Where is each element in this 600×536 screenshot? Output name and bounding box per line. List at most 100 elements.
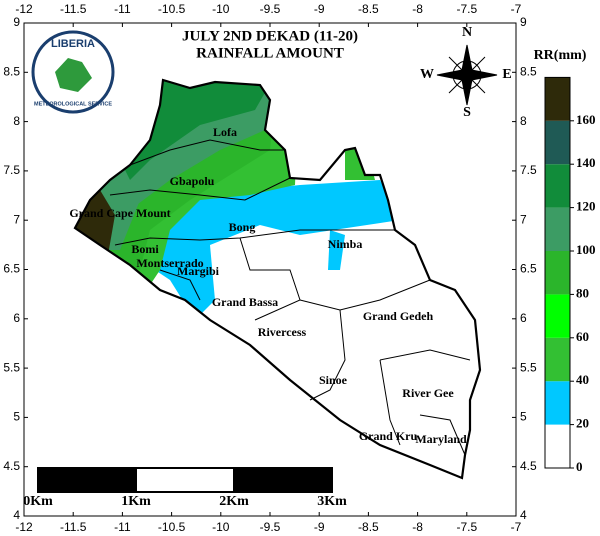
- region-label: Grand Gedeh: [363, 309, 434, 323]
- lat-tick-label: 6.5: [520, 262, 537, 276]
- legend-swatch: [545, 294, 570, 338]
- region-label: Gbapolu: [170, 174, 215, 188]
- lat-tick-label: 5: [520, 410, 527, 424]
- lon-tick-label: -7: [511, 520, 522, 534]
- lon-tick-label: -12: [15, 2, 33, 16]
- field-20-40: [328, 230, 345, 270]
- lat-tick-label: 6.5: [3, 262, 20, 276]
- axis-ticks: -12 -12 -11.5 -11.5 -11 -11 -10.5 -10.5 -10 -10 -9…: [3, 2, 537, 534]
- lon-tick-label: -9.5: [260, 2, 281, 16]
- region-label: Bomi: [131, 242, 159, 256]
- compass-n: N: [462, 25, 472, 40]
- region-label: River Gee: [402, 386, 454, 400]
- region-label: Bong: [229, 220, 256, 234]
- lon-tick-label: -10: [212, 2, 230, 16]
- title-line: JULY 2ND DEKAD (11-20): [182, 28, 358, 44]
- compass-ring: [452, 60, 482, 90]
- lon-tick-label: -11.5: [60, 520, 87, 534]
- legend-tick-label: 0: [576, 459, 583, 474]
- lon-tick-label: -10.5: [158, 2, 186, 16]
- lat-tick-label: 4: [520, 508, 527, 522]
- region-label: Margibi: [177, 264, 220, 278]
- legend-swatch: [545, 120, 570, 165]
- lat-tick-label: 6: [13, 311, 20, 325]
- compass-w: W: [420, 67, 434, 82]
- lon-tick-label: -7.5: [456, 2, 477, 16]
- lon-tick-label: -11: [114, 520, 131, 534]
- logo-name: LIBERIA: [51, 38, 95, 50]
- lat-tick-label: 5.5: [520, 360, 537, 374]
- legend-tick-label: 60: [576, 329, 589, 344]
- legend-swatch: [545, 337, 570, 382]
- lat-tick-label: 4.5: [520, 459, 537, 473]
- legend-tick-label: 160: [576, 112, 596, 127]
- legend-frame: [544, 76, 571, 469]
- title-line: RAINFALL AMOUNT: [196, 45, 344, 61]
- region-label: Nimba: [328, 237, 363, 251]
- lat-tick-label: 7.5: [3, 163, 20, 177]
- legend-swatch: [545, 381, 570, 425]
- legend-swatch: [545, 164, 570, 208]
- scale-bar: 0Km 1Km 2Km 3Km: [23, 467, 347, 509]
- lon-tick-label: -9: [314, 520, 325, 534]
- region-label: Grand Bassa: [212, 295, 278, 309]
- region-label: Grand Cape Mount: [69, 206, 170, 220]
- compass-e: E: [502, 67, 511, 82]
- legend-swatch: [545, 207, 570, 251]
- lon-tick-label: -12: [15, 520, 33, 534]
- compass: N S E W: [420, 25, 512, 120]
- lat-tick-label: 5.5: [3, 360, 20, 374]
- lat-tick-label: 5: [13, 410, 20, 424]
- scale-label: 3Km: [317, 494, 347, 509]
- legend-tick-label: 100: [576, 242, 596, 257]
- lat-tick-label: 7: [13, 212, 20, 226]
- lon-tick-label: -7.5: [456, 520, 477, 534]
- lon-tick-label: -9: [314, 2, 325, 16]
- field-160: [75, 190, 115, 255]
- legend-tick-label: 140: [576, 155, 596, 170]
- legend-tick-label: 40: [576, 372, 589, 387]
- region-label: Grand Kru: [359, 429, 418, 443]
- region-labels: Lofa Gbapolu Grand Cape Mount Bong Nimba Bomi…: [69, 125, 467, 446]
- lat-tick-label: 9: [520, 15, 527, 29]
- lon-tick-label: -11: [114, 2, 131, 16]
- legend-title: RR(mm): [534, 48, 587, 63]
- region-label: Sinoe: [319, 373, 348, 387]
- lon-tick-label: -10.5: [158, 520, 186, 534]
- legend-swatch: [545, 77, 570, 121]
- scale-segment: [135, 467, 235, 493]
- compass-diagonals: [448, 56, 486, 94]
- scale-label: 1Km: [121, 494, 151, 509]
- lat-tick-label: 4.5: [3, 459, 20, 473]
- lon-tick-label: -8: [412, 520, 423, 534]
- legend-tick-label: 20: [576, 416, 589, 431]
- lon-tick-label: -8: [412, 2, 423, 16]
- lon-tick-label: -7: [511, 2, 522, 16]
- field-20-40: [140, 180, 400, 320]
- lat-tick-label: 8: [13, 114, 20, 128]
- lat-tick-label: 7: [520, 212, 527, 226]
- lon-tick-label: -8.5: [358, 520, 379, 534]
- lat-tick-label: 8.5: [520, 64, 537, 78]
- logo-map: [55, 58, 92, 92]
- lat-tick-label: 6: [520, 311, 527, 325]
- lat-tick-label: 7.5: [520, 163, 537, 177]
- lon-tick-label: -11.5: [60, 2, 87, 16]
- scale-segment: [37, 467, 137, 493]
- legend: RR(mm) 0 20 40 60 80 100 120 140 160: [534, 48, 596, 474]
- lon-tick-label: -9.5: [260, 520, 281, 534]
- legend-tick-label: 120: [576, 199, 596, 214]
- logo-subtitle: METEOROLOGICAL SERVICE: [34, 101, 112, 107]
- region-label: Rivercess: [258, 325, 307, 339]
- scale-label: 2Km: [219, 494, 249, 509]
- scale-segment: [233, 467, 333, 493]
- legend-swatch: [545, 251, 570, 295]
- county-borders: [109, 139, 471, 456]
- title: JULY 2ND DEKAD (11-20) RAINFALL AMOUNT: [182, 28, 358, 61]
- legend-swatch: [545, 424, 570, 468]
- scale-label: 0Km: [23, 494, 53, 509]
- region-label: Maryland: [415, 432, 467, 446]
- lon-tick-label: -8.5: [358, 2, 379, 16]
- logo: LIBERIA METEOROLOGICAL SERVICE: [28, 27, 120, 119]
- lat-tick-label: 4: [13, 508, 20, 522]
